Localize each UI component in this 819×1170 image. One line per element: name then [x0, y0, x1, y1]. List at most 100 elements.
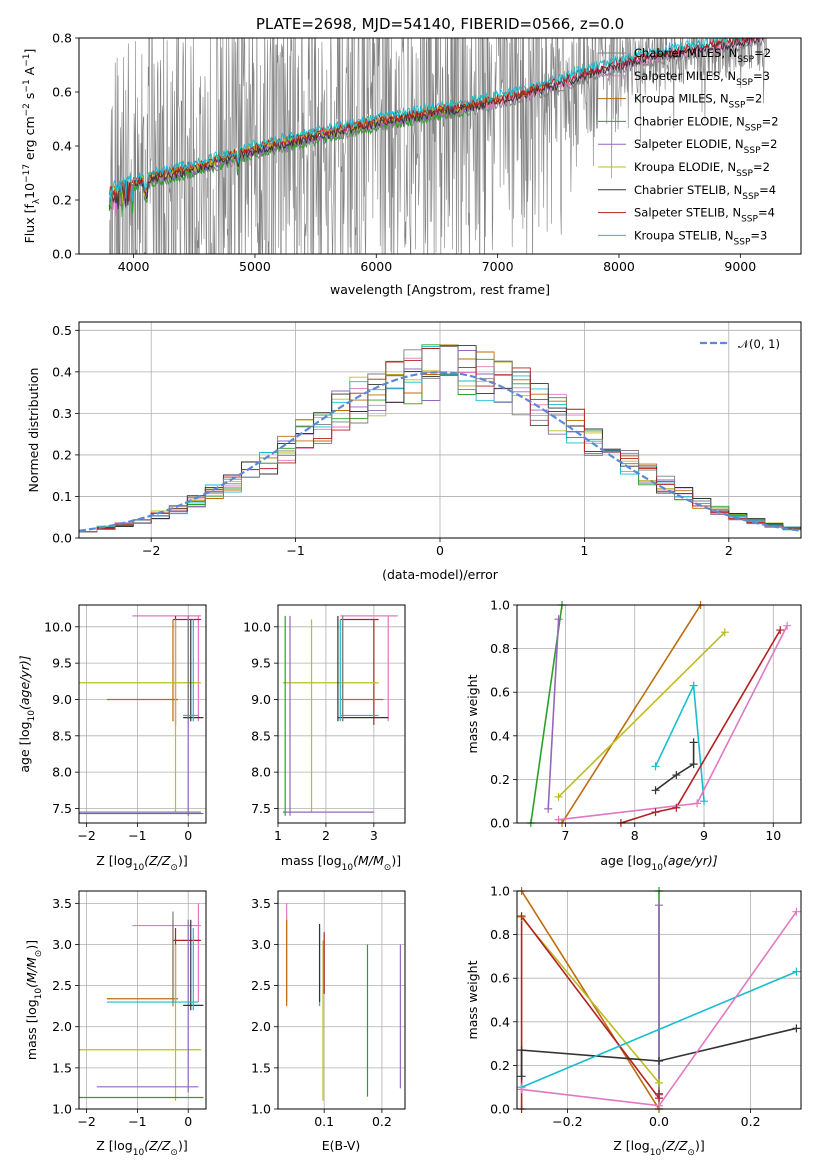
x-axis-label-part: ⊙ — [384, 863, 392, 873]
x-tick-label: 2 — [322, 828, 330, 843]
legend-label-gaussian: 𝒩(0, 1) — [738, 337, 780, 351]
y-tick-label: 8.5 — [52, 728, 72, 743]
weight-marker — [783, 621, 792, 630]
weight-marker — [689, 760, 698, 769]
weight-line-3 — [558, 631, 726, 798]
y-axis-label-part: λ — [32, 198, 42, 204]
weight-marker — [655, 1089, 663, 1098]
y-tick-label: 1.0 — [490, 884, 510, 899]
axes-weight_vs_Z: −0.2 0.0 0.2 0.0 0.2 0.4 0.6 0.8 1.0 — [490, 884, 802, 1129]
weight-line-1 — [547, 619, 560, 809]
x-axis-label-part: Z [log — [613, 1138, 649, 1153]
y-axis-label: Flux [fλ10−17 erg cm−2 s−1 A−1] — [22, 49, 42, 244]
y-axis-label-part: 10 — [27, 710, 37, 722]
x-axis-label: Z [log10(Z/Z⊙)] — [96, 853, 187, 873]
legend-label-part: SSP — [737, 55, 754, 65]
legend-label-part: SSP — [736, 78, 753, 88]
weight-marker — [517, 1046, 526, 1055]
legend-label-part: Kroupa STELIB, N — [634, 228, 734, 242]
weight-marker — [651, 762, 660, 771]
y-tick-label: 7.5 — [52, 801, 72, 816]
legend-label-part: SSP — [744, 146, 761, 156]
x-axis-label-part: ⊙ — [687, 1148, 695, 1158]
plot-area-age_vs_Z — [79, 605, 206, 823]
weight-marker — [693, 799, 702, 808]
weight-marker — [655, 1078, 663, 1087]
y-tick-label: 0.0 — [52, 247, 72, 262]
x-axis-label: (data-model)/error — [382, 567, 499, 582]
legend-label: Kroupa ELODIE, NSSP=2 — [634, 160, 770, 179]
x-tick-label: −1 — [128, 1114, 146, 1129]
x-tick-label: 9 — [700, 828, 708, 843]
observed-spectrum — [109, 38, 768, 254]
x-axis-label-part: 10 — [342, 863, 354, 873]
y-axis-label: mass [log10(M/M⊙)] — [24, 940, 44, 1060]
y-axis-label-part: age [log — [17, 721, 32, 772]
y-tick-label: 9.0 — [251, 692, 271, 707]
x-tick-label: 0.1 — [314, 1114, 334, 1129]
legend-label-part: Kroupa ELODIE, N — [634, 160, 736, 174]
legend-label-part: Chabrier MILES, N — [634, 46, 737, 60]
weight-marker — [672, 771, 681, 780]
x-tick-label: 7 — [562, 828, 570, 843]
x-tick-label: 0.2 — [372, 1114, 392, 1129]
x-tick-label: 0 — [436, 543, 444, 558]
x-axis-label-part: mass [log — [281, 853, 342, 868]
y-tick-label: 0.1 — [52, 489, 72, 504]
y-axis-label-part: ⊙ — [34, 950, 44, 958]
axes-mass_vs_Z: −2 −1 0 1.0 1.5 2.0 2.5 3.0 3.5 — [52, 890, 207, 1129]
weight-marker — [517, 912, 526, 921]
y-tick-label: 0.0 — [52, 531, 72, 546]
x-axis-label: mass [log10(M/M⊙)] — [281, 853, 401, 873]
plot-area-residuals — [79, 322, 801, 538]
x-tick-label: −0.2 — [552, 1114, 582, 1129]
y-tick-label: 3.0 — [52, 937, 72, 952]
axes-frame — [78, 604, 207, 824]
y-tick-label: 1.5 — [52, 1060, 72, 1075]
x-axis-label-part: ⊙ — [170, 1148, 178, 1158]
weight-line-6 — [521, 970, 797, 1088]
gaussian-curve — [79, 371, 801, 532]
x-tick-label: 5000 — [239, 259, 271, 274]
x-axis-label: E(B-V) — [322, 1138, 361, 1153]
plot-area-weight_vs_Z — [517, 891, 801, 1109]
legend-label-part: =3 — [750, 228, 767, 242]
x-axis-label-part: (M/M — [353, 853, 384, 868]
y-tick-label: 9.0 — [52, 692, 72, 707]
weight-marker — [554, 815, 563, 824]
axes-mass_vs_ebv: 0.1 0.2 1.0 1.5 2.0 2.5 3.0 3.5 — [251, 890, 406, 1129]
legend-label-part: Salpeter ELODIE, N — [634, 137, 744, 151]
plot-area-spectrum — [108, 38, 768, 254]
legend-label: Chabrier ELODIE, NSSP=2 — [634, 114, 779, 133]
legend-label-part: Chabrier ELODIE, N — [634, 114, 745, 128]
legend-label-part: SSP — [729, 101, 746, 111]
legend-label-part: Chabrier STELIB, N — [634, 183, 742, 197]
x-axis-label-part: (Z/Z — [661, 1138, 688, 1153]
weight-marker — [689, 738, 698, 747]
legend-label-part: SSP — [741, 215, 758, 225]
x-axis-label-part: 10 — [650, 1148, 662, 1158]
y-axis-label-part: 10 — [34, 988, 44, 1000]
weight-line-4 — [654, 682, 705, 802]
y-axis-label-part: −2 — [22, 103, 32, 116]
weight-marker — [672, 803, 681, 812]
figure-title: PLATE=2698, MJD=54140, FIBERID=0566, z=0… — [256, 15, 624, 33]
x-axis-label: Z [log10(Z/Z⊙)] — [613, 1138, 704, 1158]
y-tick-label: 0.0 — [490, 1102, 510, 1117]
x-tick-label: 1 — [274, 828, 282, 843]
y-tick-label: 2.0 — [52, 1019, 72, 1034]
weight-marker — [544, 804, 553, 813]
axes-spectrum: 4000 5000 6000 7000 8000 9000 0.0 0.2 0.4 0.6 0.8 — [52, 31, 802, 274]
x-tick-label: 7000 — [482, 259, 514, 274]
weight-line-5 — [520, 1027, 797, 1077]
x-axis-label: wavelength [Angstrom, rest frame] — [330, 282, 550, 297]
x-axis-label-part: (Z/Z — [144, 1138, 171, 1153]
legend-label-part: =2 — [754, 46, 771, 60]
plot-area-weight_vs_age — [517, 605, 801, 823]
y-axis-label-part: Flux [f — [22, 204, 37, 244]
weight-marker — [700, 797, 709, 806]
legend-label-part: SSP — [736, 169, 753, 179]
weight-marker — [655, 1057, 663, 1066]
weight-line-3 — [520, 916, 660, 1084]
y-axis-label-part: 10 — [22, 183, 37, 199]
